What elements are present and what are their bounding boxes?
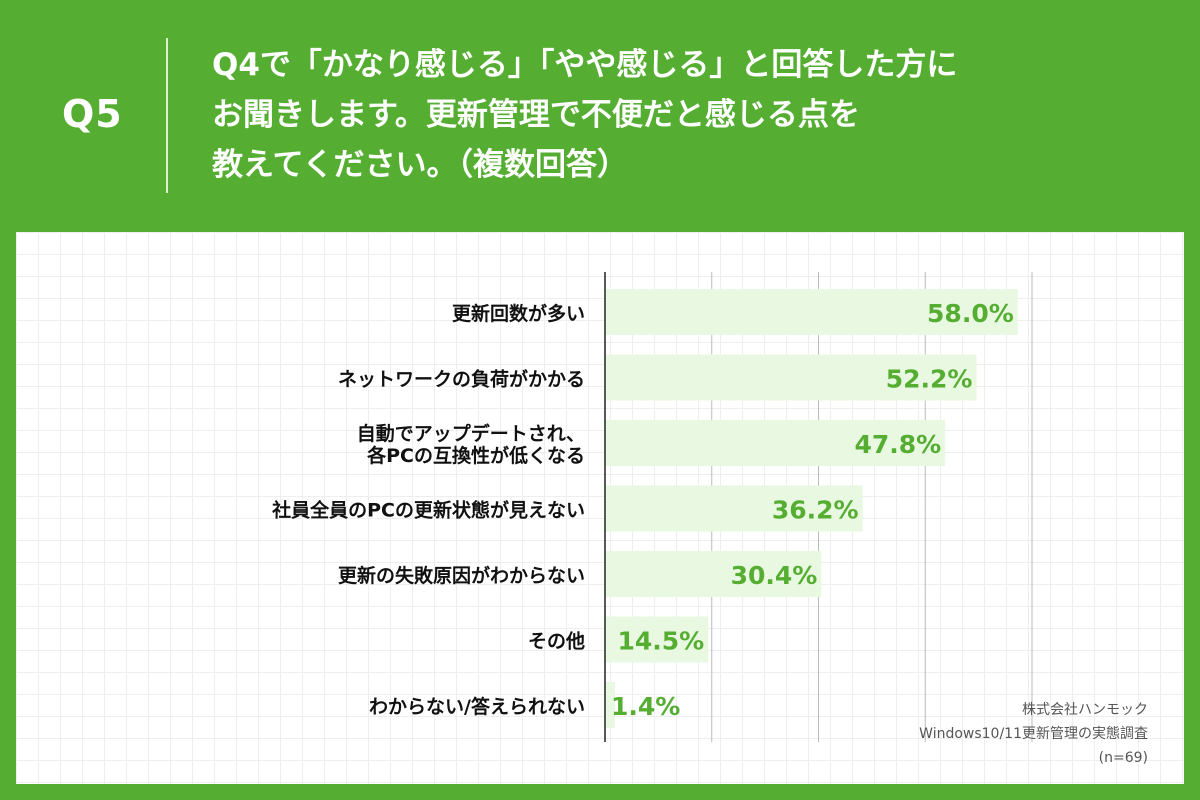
bar-3	[605, 420, 946, 466]
question-line-3: 教えてください。（複数回答）	[212, 147, 629, 183]
category-label-3-line-1: 自動でアップデートされ、	[357, 422, 585, 445]
credit-survey: Windows10/11更新管理の実態調査	[919, 726, 1148, 742]
header-divider	[166, 38, 168, 193]
category-label-7: わからない/答えられない	[369, 695, 585, 718]
bar-6	[605, 616, 709, 663]
value-label-6: 14.5%	[617, 627, 704, 656]
bar-5	[605, 551, 822, 597]
category-label-6: その他	[528, 630, 585, 653]
question-text: Q4で「かなり感じる」「やや感じる」と回答した方に お聞きします。更新管理で不便…	[212, 40, 1172, 190]
category-label-1: 更新回数が多い	[452, 302, 585, 325]
bar-4	[605, 485, 863, 532]
question-header: Q5 Q4で「かなり感じる」「やや感じる」と回答した方に お聞きします。更新管理…	[0, 0, 1200, 232]
category-label-4: 社員全員のPCの更新状態が見えない	[271, 499, 585, 522]
value-label-4: 36.2%	[772, 496, 859, 525]
bar-7	[605, 682, 615, 728]
value-label-1: 58.0%	[927, 299, 1014, 328]
bar-2	[605, 354, 977, 401]
value-label-7: 1.4%	[611, 692, 680, 721]
chart-panel: 58.0% 更新回数が多い 52.2% ネットワークの負荷がかかる 47.8% 自動でアッ…	[16, 232, 1184, 784]
question-number: Q5	[62, 92, 123, 136]
credit-company: 株式会社ハンモック	[1022, 702, 1148, 718]
bar-1	[605, 289, 1018, 335]
value-label-2: 52.2%	[886, 365, 973, 394]
value-label-5: 30.4%	[731, 561, 818, 590]
value-label-3: 47.8%	[854, 430, 941, 459]
source-credit: 株式会社ハンモック Windows10/11更新管理の実態調査 (n=69)	[919, 698, 1148, 770]
category-label-3-line-2: 各PCの互換性が低くなる	[366, 444, 585, 467]
category-label-2: ネットワークの負荷がかかる	[338, 368, 585, 391]
credit-sample: (n=69)	[1098, 750, 1148, 766]
category-label-5: 更新の失敗原因がわからない	[338, 564, 585, 587]
question-line-2: お聞きします。更新管理で不便だと感じる点を	[212, 97, 860, 133]
bar-chart: 58.0% 更新回数が多い 52.2% ネットワークの負荷がかかる 47.8% 自動でアッ…	[271, 272, 1033, 742]
question-line-1: Q4で「かなり感じる」「やや感じる」と回答した方に	[212, 47, 958, 83]
